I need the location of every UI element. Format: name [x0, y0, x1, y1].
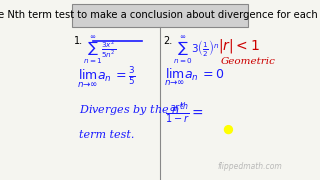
Text: $\lim_{n\to\infty} a_n = 0$: $\lim_{n\to\infty} a_n = 0$ [164, 66, 224, 88]
Text: Diverges by the $n^{th}$: Diverges by the $n^{th}$ [79, 101, 188, 119]
Text: 2.: 2. [164, 36, 173, 46]
Circle shape [225, 126, 232, 134]
Text: term test.: term test. [79, 130, 134, 140]
Text: $\frac{ar^k}{1-r}=$: $\frac{ar^k}{1-r}=$ [165, 101, 204, 125]
Text: $|r|<1$: $|r|<1$ [218, 37, 259, 55]
Text: $\sum_{n=1}^{\infty}\frac{3x^2}{5n^2}$: $\sum_{n=1}^{\infty}\frac{3x^2}{5n^2}$ [83, 35, 116, 66]
Text: Geometric: Geometric [221, 57, 276, 66]
FancyBboxPatch shape [72, 4, 248, 27]
Text: 1.: 1. [74, 36, 83, 46]
Text: $\sum_{n=0}^{\infty}3\left(\frac{1}{2}\right)^n$: $\sum_{n=0}^{\infty}3\left(\frac{1}{2}\r… [172, 35, 219, 66]
Text: Use the Nth term test to make a conclusion about divergence for each series.: Use the Nth term test to make a conclusi… [0, 10, 320, 20]
Text: $\lim_{n\to\infty} a_n = \frac{3}{5}$: $\lim_{n\to\infty} a_n = \frac{3}{5}$ [77, 66, 136, 91]
Text: flippedmath.com: flippedmath.com [218, 162, 282, 171]
